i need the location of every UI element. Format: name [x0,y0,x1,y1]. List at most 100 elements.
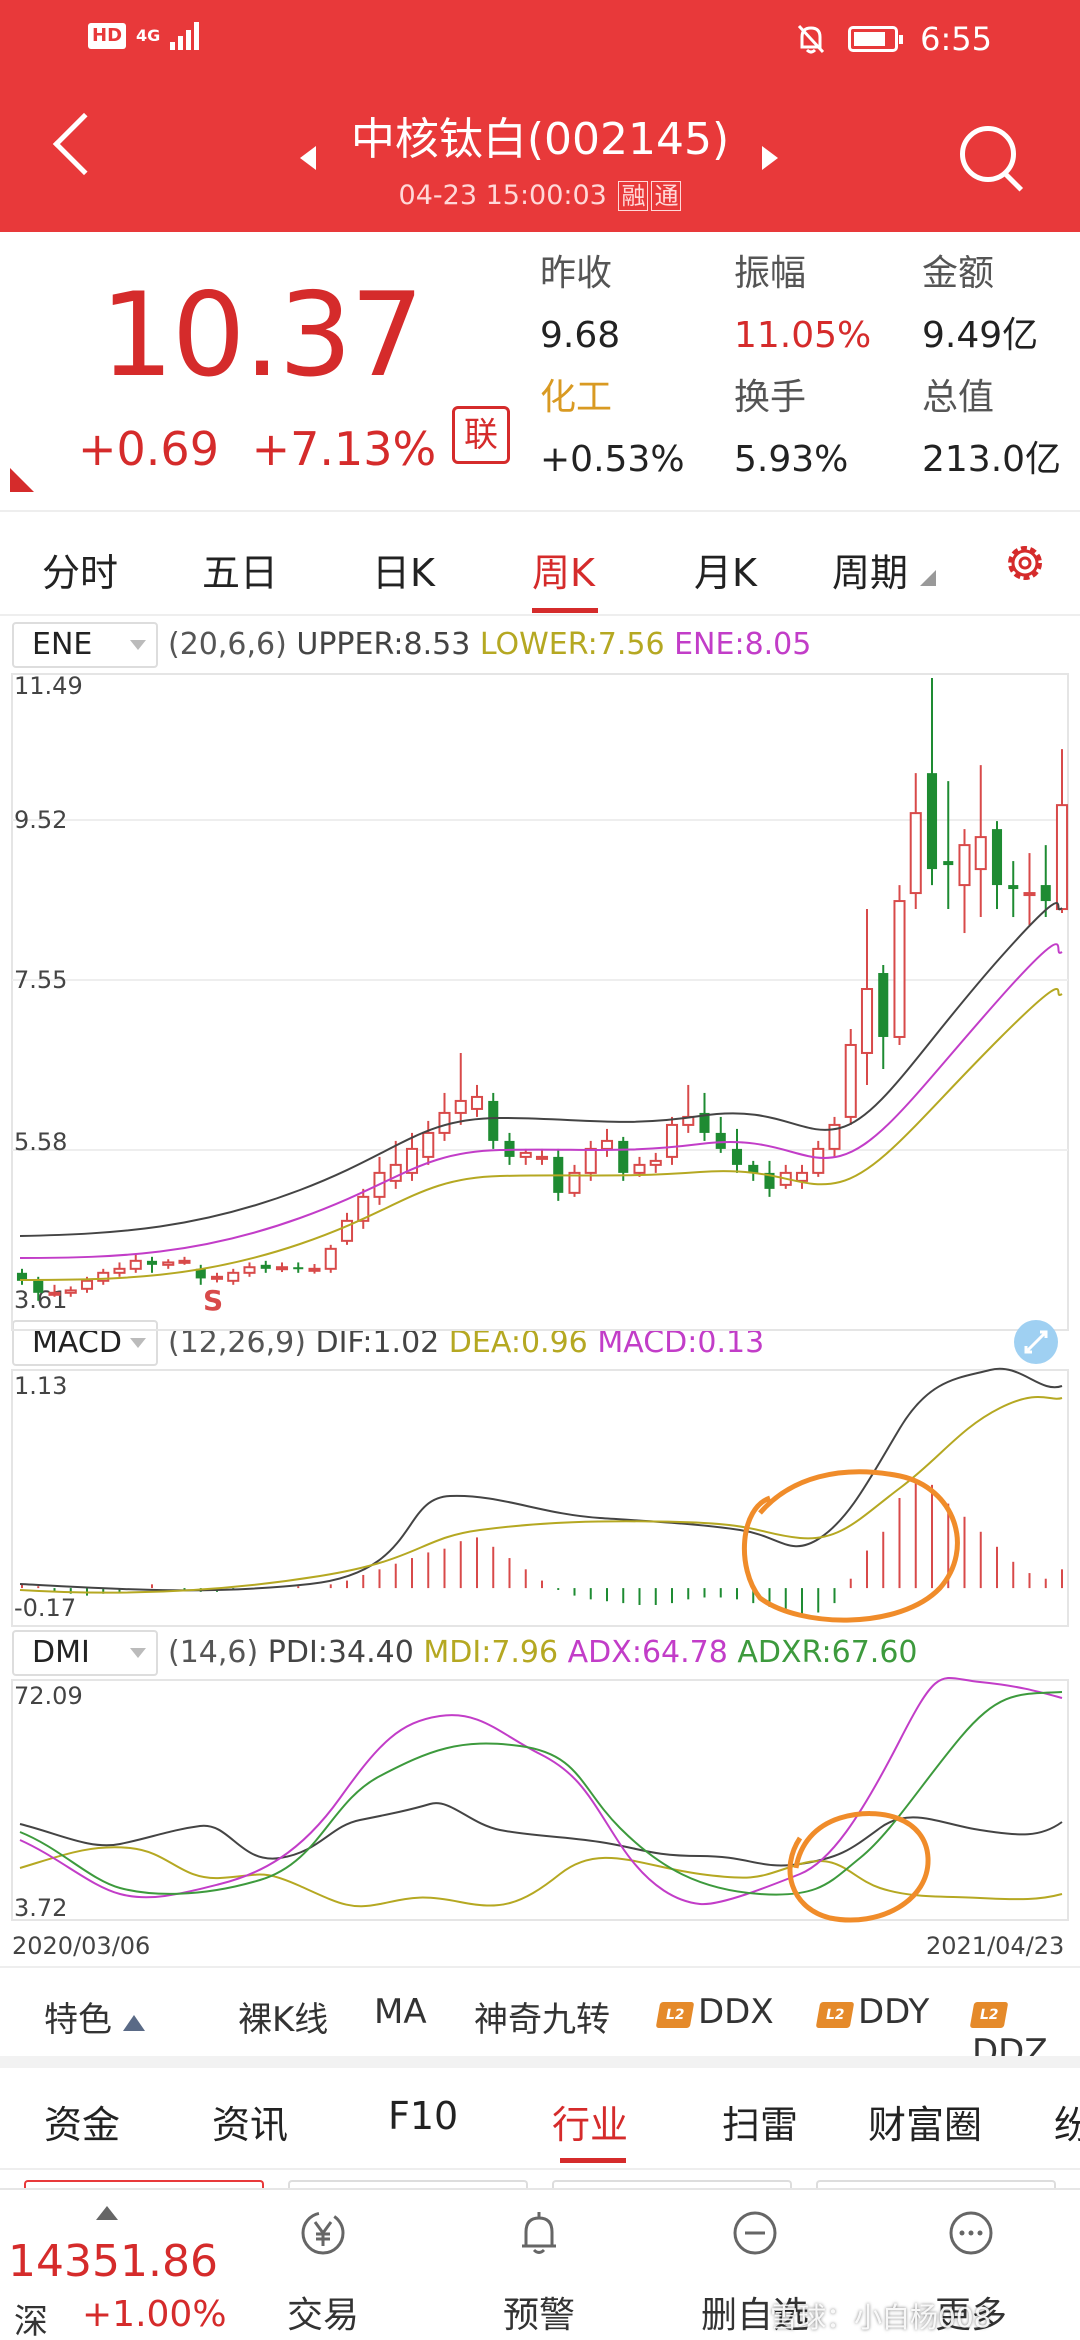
feature-label: 特色 [44,2000,112,2040]
candle-up [844,1043,857,1118]
tab-f10[interactable]: F10 [388,2094,459,2138]
network-label: 4G [136,26,161,45]
tab-risk-scan[interactable]: 扫雷 [722,2103,799,2147]
industry-link[interactable]: 化工 [540,377,613,418]
candle-down [260,1264,271,1269]
candle-down [1040,885,1051,902]
change-value: +0.69 [78,422,219,476]
candle-up [422,1131,435,1158]
index-change: +1.00% [82,2294,227,2335]
search-icon[interactable] [960,126,1016,182]
ene-upper-label: UPPER: [296,627,404,662]
linked-button[interactable]: 联 [452,406,510,464]
signal-icon [170,22,200,50]
tab-capital[interactable]: 资金 [44,2103,121,2147]
candle-down [748,1164,759,1173]
tab-news[interactable]: 资讯 [212,2103,289,2147]
candle-down [764,1172,775,1189]
remove-minus-icon [733,2211,777,2255]
watermark: 雪球：小白杨008 [770,2301,992,2334]
tab-intraday[interactable]: 分时 [42,551,119,595]
tab-weekly-k[interactable]: 周K [532,551,595,595]
nav-remove-watchlist[interactable]: 删自选 [680,2190,830,2340]
industry-change: +0.53% [540,439,685,480]
nav-more[interactable]: 更多 [896,2190,1046,2340]
prev-close-label: 昨收 [540,253,613,294]
candle-up [113,1267,126,1274]
l2-badge-icon: L2 [655,2002,695,2028]
dmi-indicator-select[interactable]: DMI [12,1630,158,1676]
info-tab-underline [560,2158,626,2163]
settings-gear-icon[interactable] [1002,540,1048,586]
candle-down [16,1272,28,1281]
tab-five-day[interactable]: 五日 [202,551,279,595]
hd-icon: HD [88,23,127,49]
turnover-value: 5.93% [734,439,849,480]
ene-mid-line [19,943,1063,1259]
index-ticker[interactable]: 14351.86 深 +1.00% [0,2190,256,2340]
tab-wealth-circle[interactable]: 财富圈 [868,2103,983,2147]
indicator-naked-k[interactable]: 裸K线 [238,2000,329,2040]
sell-signal-mark: S [203,1284,223,1317]
candle-down [731,1148,743,1165]
tab-monthly-k[interactable]: 月K [694,551,757,595]
header: HD 4G 6:55 中核钛白(002145) 04-23 15:00:03 融… [0,0,1080,232]
dmi-panel-frame [11,1679,1069,1921]
ene-values: (20,6,6) UPPER:8.53 LOWER:7.56 ENE:8.05 [168,622,811,668]
l2-badge-icon: L2 [815,2002,855,2028]
candle-up [795,1171,809,1182]
tab-period[interactable]: 周期 [832,551,909,595]
price-panel-frame [11,673,1069,1331]
tab-industry[interactable]: 行业 [552,2103,629,2147]
macd-histogram-group [21,1479,1063,1615]
mute-bell-icon [798,24,825,54]
candle-down [926,773,938,870]
dmi-pdi-label: PDI: [267,1635,328,1670]
quote-timestamp: 04-23 15:00:03 融通 [0,180,1080,211]
candle-up [649,1159,662,1166]
amplitude-value: 11.05% [734,315,872,356]
indicator-ddx[interactable]: L2 DDX [655,1992,774,2032]
dmi-params: (14,6) [168,1635,259,1670]
dmi-pdi-line [19,1802,1063,1867]
candle-up [519,1151,532,1158]
expand-arrows-icon [1024,1330,1048,1354]
last-price: 10.37 [100,268,424,403]
candles-group [16,678,1069,1301]
l2-badge-icon: L2 [969,2002,1009,2028]
tab-more-clipped[interactable]: 纷 [1054,2103,1080,2147]
candle-up [308,1267,321,1272]
corner-mark-icon [10,468,34,492]
trade-yen-icon [301,2211,345,2255]
ene-indicator-select[interactable]: ENE [12,622,158,668]
candle-down [715,1132,726,1149]
nav-trade[interactable]: 交易 [248,2190,398,2340]
dmi-adxr-line [19,1691,1063,1896]
feature-dropdown[interactable]: 特色 [44,1992,145,2041]
annotation-circle-macd [741,1469,960,1623]
nav-alert[interactable]: 预警 [464,2190,614,2340]
indicator-ma[interactable]: MA [374,1992,427,2032]
candle-up [1055,804,1069,911]
nav-remove-watchlist-label: 删自选 [700,2295,809,2336]
next-stock-icon[interactable] [762,146,778,170]
macd-lines-group [19,1367,1063,1594]
price-axis-label: 5.58 [14,1128,67,1156]
amplitude-label: 振幅 [734,253,807,294]
macd-dif-line [19,1367,1063,1592]
status-bar: HD 4G 6:55 [0,0,1080,80]
indicator-ddy[interactable]: L2 DDY [815,1992,929,2032]
dmi-mdi-line [19,1846,1063,1908]
nav-trade-label: 交易 [286,2295,359,2336]
price-change: +0.69 +7.13% [78,422,436,476]
chart-panel[interactable]: ENE (20,6,6) UPPER:8.53 LOWER:7.56 ENE:8… [0,618,1080,1966]
dmi-adx-line [19,1676,1063,1906]
candle-up [633,1163,646,1174]
indicator-magic-nine[interactable]: 神奇九转 [474,2000,610,2040]
prev-stock-icon[interactable] [300,146,316,170]
candle-down [699,1112,710,1133]
tab-daily-k[interactable]: 日K [372,551,435,595]
dmi-axis-label: 72.09 [14,1682,83,1710]
ene-upper-value: 8.53 [403,627,471,662]
turnover-label: 换手 [734,377,807,418]
